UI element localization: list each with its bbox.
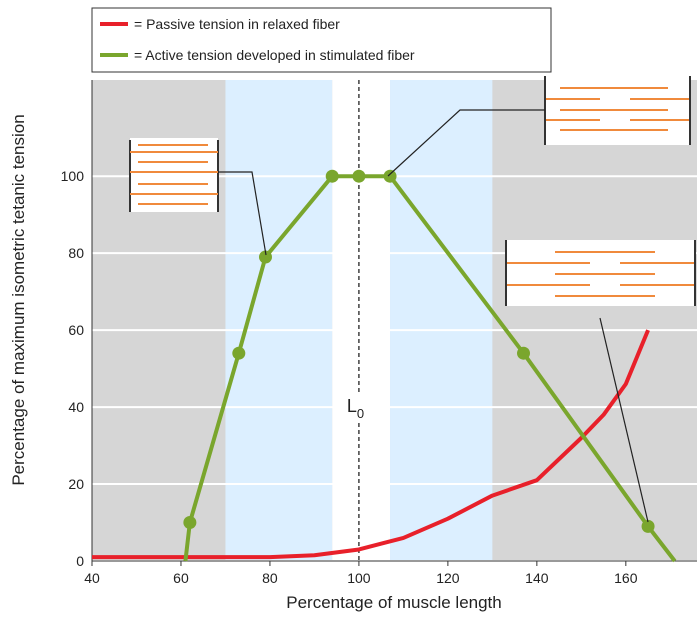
legend-entries: = Passive tension in relaxed fiber = Acti… xyxy=(100,16,415,63)
data-point xyxy=(517,346,531,360)
plot-area: 0 20 40 60 80 100 40 60 80 100 120 140 160 xyxy=(61,80,697,586)
data-point xyxy=(183,516,197,530)
x-axis-title: Percentage of muscle length xyxy=(286,593,501,612)
shaded-region xyxy=(225,80,333,561)
data-point xyxy=(232,346,246,360)
legend xyxy=(91,7,552,73)
label-bg xyxy=(346,393,371,423)
reference-subscript: 0 xyxy=(357,406,364,421)
y-tick-label: 20 xyxy=(68,476,84,492)
x-tick-label: 40 xyxy=(84,570,100,586)
data-point xyxy=(641,519,655,533)
y-tick-label: 60 xyxy=(68,322,84,338)
shaded-region xyxy=(332,80,391,561)
reference-text: L xyxy=(347,396,357,416)
y-tick-label: 40 xyxy=(68,399,84,415)
series-line xyxy=(183,174,677,563)
x-tick-label: 140 xyxy=(525,570,549,586)
marks: L0 xyxy=(92,80,677,563)
sarcomere-icon xyxy=(129,76,696,306)
y-axis-title: Percentage of maximum isometric tetanic … xyxy=(9,114,28,485)
data-point xyxy=(352,169,366,183)
leader-line xyxy=(218,109,649,523)
shaded-region xyxy=(390,80,493,561)
series-line xyxy=(92,329,650,560)
x-tick-label: 60 xyxy=(173,570,189,586)
y-tick-label: 0 xyxy=(76,553,84,569)
x-tick-label: 160 xyxy=(614,570,638,586)
x-tick-label: 120 xyxy=(436,570,460,586)
data-point xyxy=(258,250,272,264)
legend-label: = Active tension developed in stimulated… xyxy=(134,47,415,63)
x-tick-label: 100 xyxy=(347,570,371,586)
legend-label: = Passive tension in relaxed fiber xyxy=(134,16,340,32)
y-tick-label: 80 xyxy=(68,245,84,261)
reference-label: L0 xyxy=(347,396,364,421)
x-tick-label: 80 xyxy=(262,570,278,586)
data-point xyxy=(383,169,397,183)
data-point xyxy=(325,169,339,183)
y-tick-label: 100 xyxy=(61,168,85,184)
